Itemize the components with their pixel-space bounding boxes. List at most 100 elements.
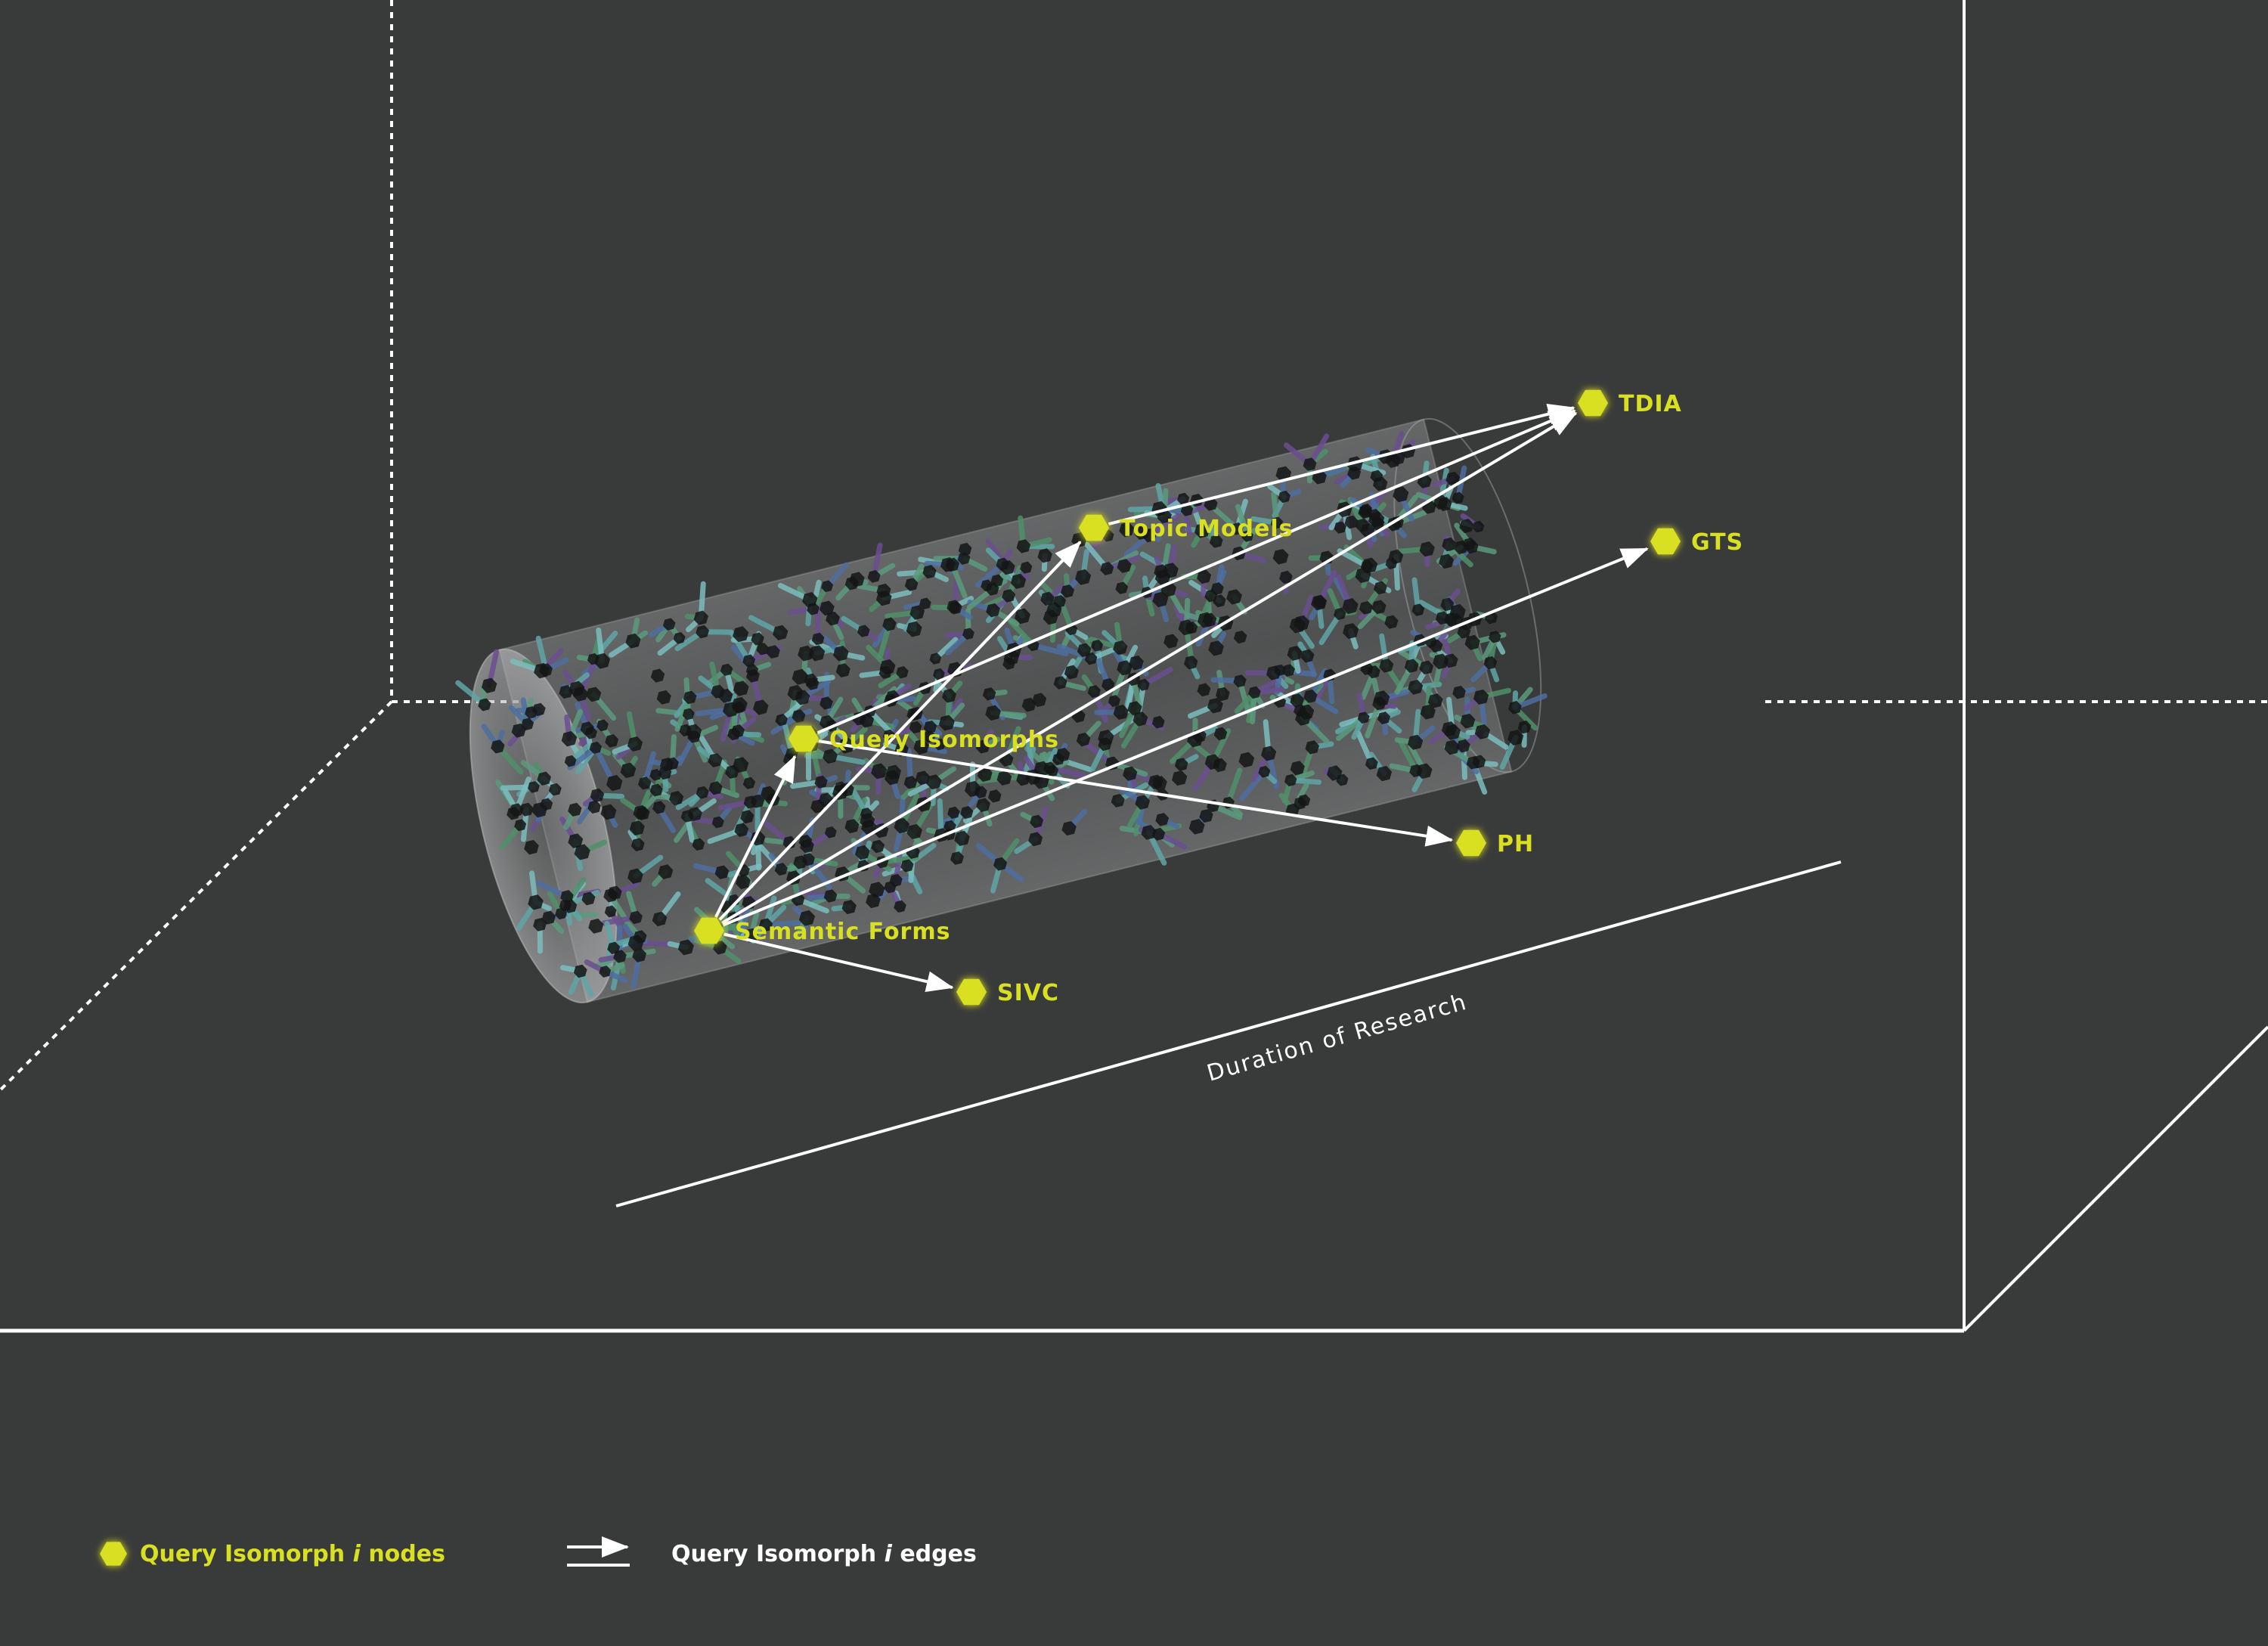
- cylinder-right-cap-rim: [1393, 417, 1542, 773]
- network-vertex: [650, 668, 665, 683]
- edge: [718, 541, 1082, 921]
- network-vertex: [1075, 569, 1092, 585]
- network-vertex: [782, 835, 797, 850]
- network-vertex: [1135, 795, 1150, 810]
- network-vertex: [1377, 711, 1391, 725]
- network-vertex: [604, 905, 617, 918]
- network-vertex: [823, 749, 838, 764]
- network-vertex: [1208, 640, 1224, 656]
- network-vertex: [718, 688, 733, 703]
- network-vertex: [1272, 548, 1289, 565]
- network-vertex: [1115, 581, 1129, 594]
- network-vertex: [599, 966, 612, 978]
- network-vertex: [1154, 564, 1169, 579]
- network-vertex: [1188, 818, 1205, 835]
- network-vertex: [627, 736, 643, 752]
- edge: [714, 755, 797, 918]
- network-vertex: [1444, 739, 1460, 755]
- network-vertex: [1408, 680, 1424, 695]
- network-vertex: [637, 777, 652, 790]
- network-vertex: [981, 579, 993, 591]
- network-vertex: [807, 603, 820, 615]
- network-vertex: [1061, 821, 1077, 836]
- network-vertex: [1359, 504, 1372, 518]
- network-vertex: [1238, 752, 1255, 768]
- network-vertex: [947, 806, 960, 820]
- network-vertex: [1155, 813, 1170, 826]
- network-vertex: [810, 799, 825, 814]
- network-vertex: [548, 783, 562, 796]
- network-vertex: [1313, 595, 1327, 609]
- network-vertex: [1489, 631, 1501, 643]
- network-vertex: [1077, 643, 1092, 658]
- network-vertex: [938, 715, 955, 731]
- network-vertex: [869, 882, 885, 898]
- network-vertex: [1032, 693, 1047, 708]
- network-vertex: [1464, 634, 1480, 650]
- network-vertex: [605, 734, 619, 748]
- network-vertex: [1290, 761, 1305, 776]
- node-label-semantic-forms: Semantic Forms: [735, 919, 950, 945]
- query-isomorph-edges: [714, 403, 1649, 992]
- network-vertex: [1282, 664, 1295, 677]
- network-vertex: [1230, 522, 1244, 535]
- network-vertex: [1197, 569, 1212, 584]
- network-vertex: [976, 798, 990, 813]
- node-hexagon-icon: [694, 917, 724, 944]
- network-vertex: [1456, 739, 1470, 753]
- network-vertex: [1148, 774, 1163, 789]
- network-vertex: [1393, 486, 1409, 503]
- network-vertex: [708, 781, 723, 795]
- node-topic-models: Topic Models: [1079, 514, 1293, 542]
- network-vertex: [922, 565, 937, 579]
- network-vertex: [904, 578, 919, 591]
- network-vertex: [756, 643, 769, 656]
- network-vertex: [857, 625, 870, 637]
- network-vertex: [587, 800, 601, 814]
- network-vertex: [561, 731, 578, 747]
- network-vertex: [1087, 685, 1101, 698]
- network-vertex: [1210, 582, 1224, 595]
- network-vertex: [753, 699, 769, 715]
- network-vertex: [1132, 711, 1148, 727]
- network-vertex: [915, 770, 930, 786]
- network-vertex: [1419, 541, 1435, 557]
- network-vertex: [1213, 758, 1227, 773]
- network-vertex: [1517, 720, 1532, 734]
- network-vertex: [903, 776, 918, 789]
- network-vertex: [509, 803, 524, 817]
- network-link: [1239, 769, 1267, 801]
- network-vertex: [919, 597, 931, 610]
- network-vertex: [894, 900, 906, 913]
- network-vertex: [1043, 761, 1056, 774]
- network-vertex: [1357, 711, 1370, 724]
- network-vertex: [1002, 589, 1016, 603]
- node-semantic-forms: Semantic Forms: [694, 917, 950, 945]
- network-vertex: [625, 633, 641, 649]
- network-vertex: [811, 632, 825, 646]
- network-vertex: [934, 738, 946, 751]
- network-vertex: [867, 569, 881, 583]
- network-vertex: [696, 625, 709, 639]
- network-vertex: [1199, 808, 1213, 823]
- network-vertex: [682, 708, 695, 721]
- network-vertex: [1287, 646, 1303, 662]
- network-vertex: [1342, 598, 1359, 615]
- network-vertex: [1437, 497, 1452, 512]
- network-vertex: [804, 673, 818, 687]
- network-vertex: [977, 767, 993, 782]
- network-vertex: [1474, 724, 1490, 739]
- network-vertex: [733, 626, 749, 643]
- network-vertex: [481, 677, 497, 693]
- network-vertex: [926, 774, 942, 790]
- network-vertex: [844, 819, 860, 834]
- network-vertex: [1113, 705, 1129, 721]
- network-vertex: [800, 838, 814, 854]
- research-cylinder: [455, 417, 1548, 1004]
- query-isomorph-nodes: TDIA Topic Models GTS Query Isomorphs PH Sema…: [694, 389, 1743, 1006]
- network-vertex: [909, 721, 922, 734]
- node-label-ph: PH: [1497, 831, 1534, 857]
- network-vertex: [1052, 594, 1067, 608]
- network-vertex: [871, 839, 885, 854]
- network-vertex: [1440, 597, 1455, 612]
